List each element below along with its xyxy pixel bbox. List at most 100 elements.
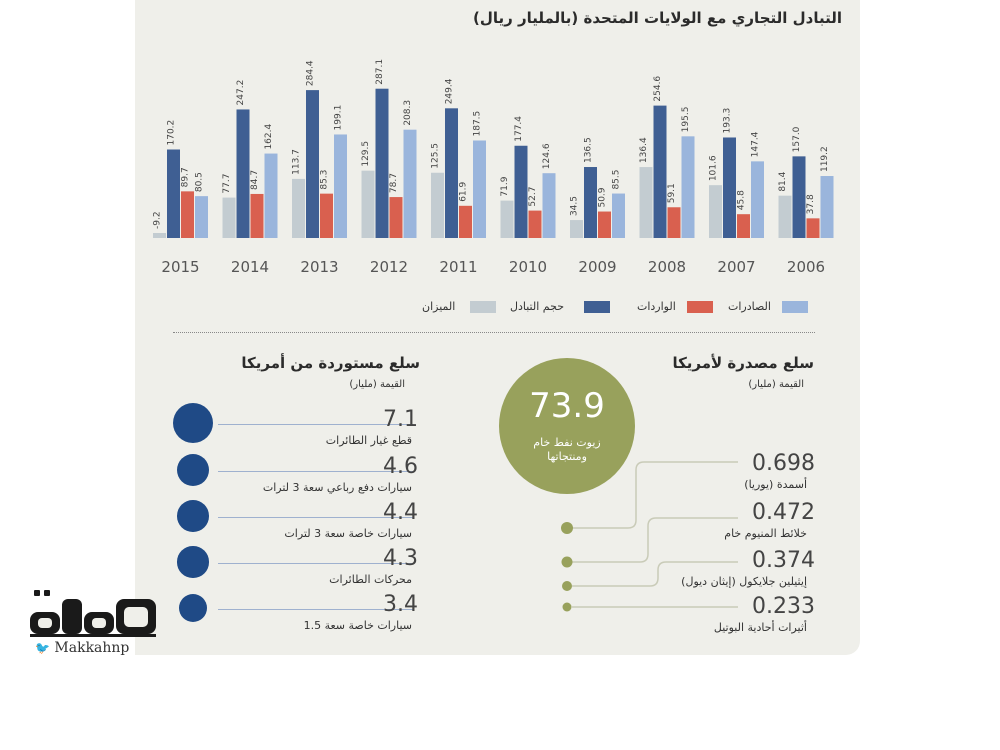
legend-exports-swatch	[782, 301, 808, 313]
value-label-exports-2013: 199.1	[334, 105, 344, 131]
import-line	[218, 517, 413, 518]
bar-balance-2007	[709, 185, 722, 238]
year-label-2012: 2012	[370, 258, 408, 276]
value-label-balance-2013: 113.7	[292, 149, 302, 175]
value-label-balance-2007: 101.6	[709, 155, 719, 181]
import-label: سيارات خاصة سعة 3 لترات	[284, 527, 412, 540]
bar-imports-2013	[320, 193, 333, 238]
value-label-balance-2015: -9.2	[153, 211, 163, 229]
import-circle	[178, 593, 208, 623]
bar-imports-2010	[528, 210, 542, 238]
value-label-balance-2006: 81.4	[778, 171, 788, 191]
bar-imports-2012	[389, 197, 403, 238]
value-label-exports-2015: 80.5	[195, 172, 205, 192]
value-label-exports-2014: 162.4	[264, 124, 274, 150]
value-label-imports-2006: 37.8	[806, 194, 816, 214]
value-label-imports-2015: 89.7	[181, 167, 191, 187]
export-label: أسمدة (يوريا)	[744, 478, 807, 491]
value-label-volume-2009: 136.5	[584, 137, 594, 163]
bar-volume-2006	[792, 156, 806, 238]
bar-balance-2011	[431, 172, 444, 238]
legend-balance-swatch	[470, 301, 496, 313]
crude-oil-circle: 73.9 زيوت نفط خام ومنتجاتها	[499, 358, 635, 494]
bar-volume-2012	[375, 88, 389, 238]
value-label-imports-2010: 52.7	[528, 187, 538, 207]
value-label-volume-2008: 254.6	[653, 76, 663, 102]
year-label-2009: 2009	[578, 258, 616, 276]
value-label-balance-2008: 136.4	[639, 137, 649, 163]
value-label-volume-2007: 193.3	[723, 108, 733, 134]
legend: الصادرات الواردات حجم التبادل الميزان	[420, 298, 820, 318]
year-label-2007: 2007	[717, 258, 755, 276]
year-label-2008: 2008	[648, 258, 686, 276]
value-label-imports-2011: 61.9	[459, 181, 469, 201]
crude-oil-label-line1: زيوت نفط خام	[533, 436, 601, 449]
year-label-2011: 2011	[439, 258, 477, 276]
makkah-logo	[30, 590, 156, 637]
value-label-exports-2011: 187.5	[473, 111, 483, 137]
crude-oil-value: 73.9	[529, 386, 605, 426]
import-circle	[172, 402, 213, 443]
year-label-2010: 2010	[509, 258, 547, 276]
bar-exports-2012	[403, 129, 417, 238]
value-label-balance-2010: 71.9	[500, 176, 510, 196]
import-circle	[177, 546, 209, 578]
twitter-bird-icon: 🐦	[35, 641, 50, 655]
value-label-imports-2014: 84.7	[250, 170, 260, 190]
bar-volume-2011	[445, 108, 458, 238]
value-label-volume-2011: 249.4	[445, 78, 455, 104]
bar-volume-2015	[167, 149, 180, 238]
value-label-imports-2009: 50.9	[598, 187, 608, 207]
value-label-exports-2012: 208.3	[403, 100, 413, 126]
section-divider	[173, 332, 815, 333]
value-label-balance-2009: 34.5	[570, 196, 580, 216]
bar-volume-2013	[306, 90, 319, 238]
value-label-imports-2012: 78.7	[389, 173, 399, 193]
value-label-exports-2008: 195.5	[681, 107, 691, 133]
value-label-volume-2010: 177.4	[514, 116, 524, 142]
bar-exports-2008	[681, 136, 695, 238]
bar-balance-2006	[778, 195, 792, 238]
bar-imports-2009	[598, 211, 611, 238]
value-label-volume-2013: 284.4	[306, 60, 316, 86]
bar-balance-2013	[292, 178, 305, 238]
twitter-handle-text: Makkahnp	[54, 640, 130, 656]
export-label: إيثيلين جلايكول (إيثان ديول)	[681, 575, 807, 588]
bar-imports-2015	[181, 191, 194, 238]
value-label-exports-2010: 124.6	[542, 143, 552, 169]
trade-bar-chart: -9.2 170.2 89.7 80.5 2015 77.7 247.2 84.7 162.4 2…	[153, 59, 834, 276]
import-line	[218, 471, 413, 472]
import-line	[218, 424, 413, 425]
legend-imports-swatch	[687, 301, 713, 313]
bar-balance-2012	[361, 170, 375, 238]
export-value: 0.233	[752, 594, 815, 619]
import-value: 4.3	[383, 546, 418, 571]
import-circle	[176, 453, 210, 487]
export-value: 0.374	[752, 548, 815, 573]
legend-volume-swatch	[584, 301, 610, 313]
bar-balance-2014	[222, 197, 236, 238]
exports-title: سلع مصدرة لأمريكا	[672, 354, 814, 372]
legend-imports-label: الواردات	[637, 300, 676, 313]
value-label-balance-2011: 125.5	[431, 143, 441, 169]
twitter-handle[interactable]: 🐦 Makkahnp	[35, 640, 129, 656]
bar-exports-2010	[542, 173, 556, 238]
bar-balance-2010	[500, 200, 514, 238]
bar-exports-2011	[473, 140, 486, 238]
bar-balance-2009	[570, 220, 583, 238]
bar-balance-2008	[639, 167, 653, 238]
import-value: 4.6	[383, 454, 418, 479]
bar-imports-2014	[250, 193, 264, 238]
bar-imports-2011	[459, 205, 472, 238]
year-label-2014: 2014	[231, 258, 269, 276]
bar-volume-2010	[514, 145, 528, 238]
year-label-2006: 2006	[787, 258, 825, 276]
import-value: 4.4	[383, 500, 418, 525]
value-label-balance-2012: 129.5	[361, 141, 371, 167]
import-line	[218, 563, 413, 564]
year-label-2015: 2015	[161, 258, 199, 276]
value-label-balance-2014: 77.7	[222, 174, 232, 194]
import-value: 7.1	[383, 407, 418, 432]
bar-volume-2007	[723, 137, 736, 238]
export-label: أثيرات أحادية البوتيل	[713, 621, 807, 634]
